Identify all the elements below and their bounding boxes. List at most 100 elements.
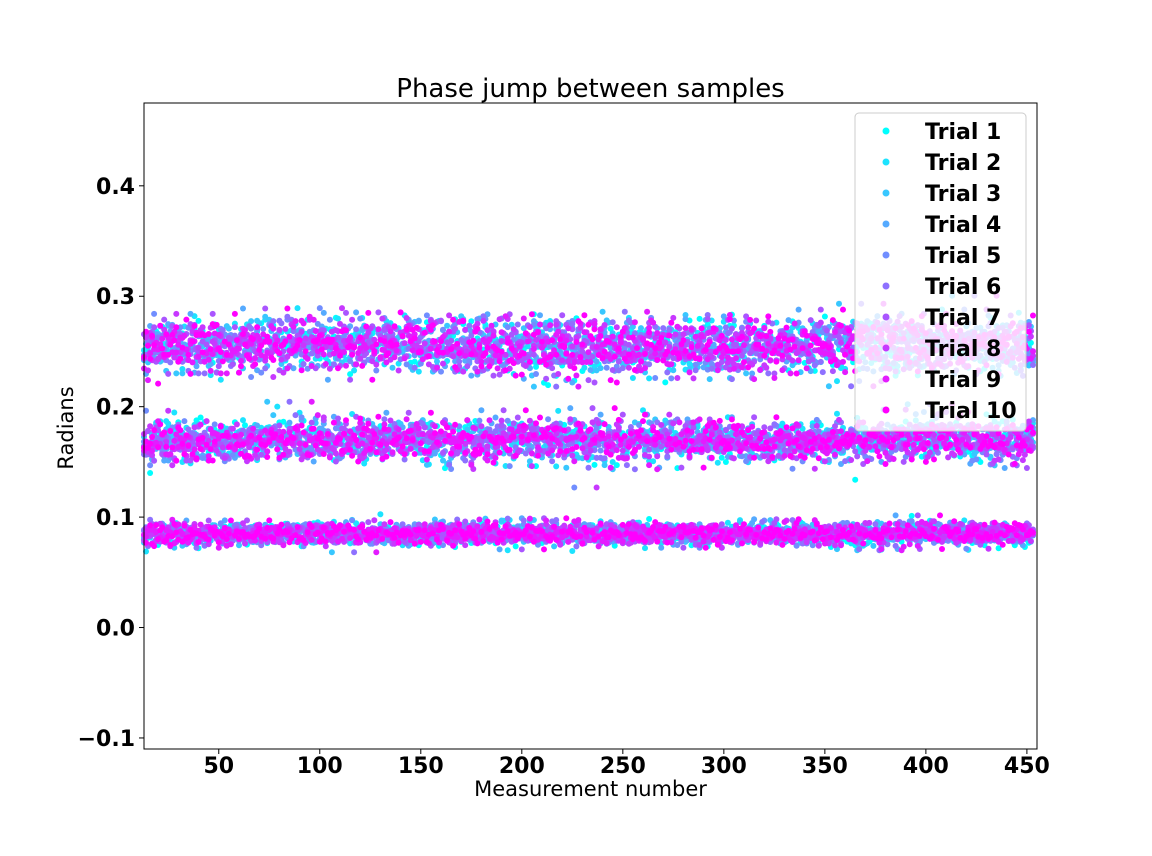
data-point: [332, 425, 339, 432]
data-point: [377, 511, 384, 518]
data-point: [834, 410, 840, 417]
data-point: [722, 459, 729, 465]
data-point: [171, 409, 178, 416]
data-point: [963, 545, 970, 552]
data-point: [187, 310, 194, 317]
data-point: [1001, 465, 1008, 471]
data-point: [795, 306, 802, 313]
data-point: [571, 484, 578, 491]
data-point: [553, 463, 560, 470]
data-point: [533, 463, 539, 470]
data-point: [199, 455, 206, 461]
data-point: [274, 403, 281, 410]
data-point: [415, 368, 422, 375]
data-point: [642, 545, 648, 552]
data-point: [298, 414, 305, 421]
data-point: [555, 407, 562, 414]
data-point: [609, 459, 616, 465]
data-point: [197, 414, 204, 421]
data-point: [349, 517, 356, 524]
data-point: [294, 305, 301, 312]
data-point: [581, 364, 588, 371]
data-point: [597, 411, 604, 418]
data-point: [533, 363, 539, 370]
data-point: [545, 382, 552, 389]
data-point: [646, 375, 653, 382]
data-point: [638, 325, 644, 332]
data-point: [389, 364, 396, 371]
data-point: [587, 367, 594, 373]
data-point: [468, 318, 475, 325]
chart-title: Phase jump between samples: [396, 74, 784, 104]
data-point: [682, 316, 689, 323]
data-point: [779, 420, 786, 427]
data-point: [335, 315, 341, 322]
data-point: [506, 463, 513, 470]
data-point: [825, 383, 832, 390]
data-point: [597, 447, 604, 454]
data-point: [743, 370, 750, 377]
data-point: [147, 462, 154, 469]
data-point: [597, 365, 604, 372]
data-point: [328, 549, 335, 556]
data-point: [270, 412, 277, 419]
data-point: [195, 317, 202, 324]
data-point: [789, 465, 796, 472]
data-point: [478, 407, 485, 414]
data-point: [662, 379, 669, 386]
data-point: [852, 476, 859, 483]
data-point: [593, 358, 600, 365]
data-point: [353, 309, 360, 316]
data-point: [537, 312, 543, 319]
data-point: [347, 371, 354, 378]
data-point: [545, 416, 552, 423]
data-point: [280, 418, 287, 425]
data-point: [415, 317, 422, 324]
data-point: [440, 457, 446, 464]
data-point: [567, 405, 574, 412]
data-point: [870, 542, 877, 549]
data-point: [751, 516, 758, 523]
data-point: [496, 546, 503, 553]
data-point: [165, 420, 172, 427]
data-point: [351, 367, 358, 374]
data-point: [599, 308, 606, 315]
data-point: [264, 398, 271, 405]
data-point: [181, 418, 188, 425]
data-point: [658, 544, 665, 551]
data-point: [591, 461, 598, 468]
data-point: [821, 313, 828, 320]
data-point: [310, 458, 317, 465]
data-point: [240, 417, 246, 424]
data-point: [724, 519, 731, 526]
data-point: [492, 414, 499, 421]
data-point: [173, 370, 180, 377]
data-point: [813, 416, 820, 423]
data-point: [834, 378, 840, 385]
data-point: [714, 459, 721, 466]
data-point: [211, 421, 218, 428]
data-point: [836, 300, 842, 307]
data-point: [147, 470, 154, 476]
data-point: [383, 409, 390, 416]
data-point: [892, 512, 899, 519]
data-point: [601, 462, 608, 469]
data-point: [179, 370, 186, 377]
data-point: [629, 375, 636, 381]
data-point: [240, 305, 246, 312]
data-point: [563, 464, 570, 471]
data-point: [423, 461, 430, 468]
data-point: [320, 309, 327, 316]
data-point: [908, 512, 915, 519]
data-point: [504, 417, 511, 424]
data-point: [225, 325, 232, 332]
data-point: [504, 547, 511, 554]
data-point: [613, 462, 620, 469]
data-point: [569, 548, 576, 554]
data-point: [706, 376, 713, 383]
data-point: [995, 545, 1002, 552]
data-point: [524, 343, 531, 350]
data-point: [696, 315, 703, 322]
data-point: [242, 422, 248, 429]
data-point: [785, 317, 792, 324]
